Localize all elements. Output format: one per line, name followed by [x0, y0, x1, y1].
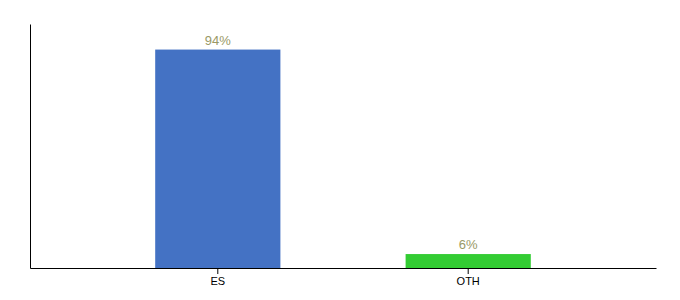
- y-axis: [30, 25, 31, 269]
- data-label: 6%: [459, 237, 478, 252]
- data-labels: 94% 6%: [205, 33, 478, 252]
- x-tick: ES: [210, 268, 225, 287]
- x-axis: ES OTH: [31, 268, 657, 287]
- x-tick: OTH: [457, 268, 480, 287]
- bars: [155, 50, 531, 268]
- x-tick-mark: [217, 268, 218, 274]
- y-axis-line: [30, 25, 31, 269]
- plot: ES OTH 94% 6%: [31, 25, 657, 287]
- data-label: 94%: [205, 33, 231, 48]
- bar: [406, 254, 531, 268]
- chart: ES OTH 94% 6%: [0, 0, 680, 300]
- x-tick-label: OTH: [457, 275, 480, 287]
- x-axis-line: [31, 268, 657, 269]
- x-tick-label: ES: [210, 275, 225, 287]
- bar: [155, 50, 280, 268]
- x-tick-mark: [468, 268, 469, 274]
